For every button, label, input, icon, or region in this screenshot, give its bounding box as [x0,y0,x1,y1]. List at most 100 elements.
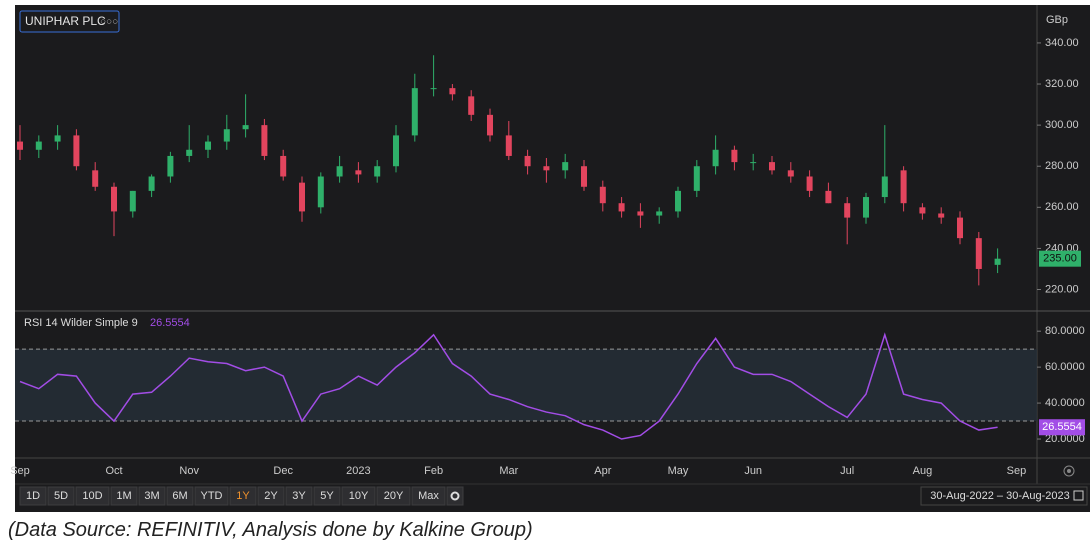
chart-title: UNIPHAR PLC [25,14,106,28]
range-button[interactable] [19,486,47,506]
settings-icon[interactable] [1063,465,1075,477]
candle-body [73,135,80,167]
x-tick-label: Apr [594,465,611,477]
title-box[interactable] [19,10,120,33]
date-range-box[interactable] [920,486,1088,506]
range-button-label: 5Y [320,490,334,502]
range-button-label: 10D [82,490,102,502]
range-button[interactable] [75,486,110,506]
candle-body [186,149,193,156]
x-tick-label: Mar [499,465,518,477]
candle-body [562,162,569,171]
candle-body [637,211,644,216]
candle-body [769,162,775,171]
x-tick-label: Jun [744,465,762,477]
candle-body [938,213,945,218]
y-tick-label: 60.0000 [1045,361,1085,373]
chart: UNIPHAR PLC ○○○ GBp RSI 14 Wilder Simple… [10,5,1090,512]
last-price-tag [1039,250,1081,267]
y-tick-label: 260.00 [1045,201,1079,213]
candle-body [411,88,418,136]
caption: (Data Source: REFINITIV, Analysis done b… [8,519,533,541]
candle-body [675,190,681,212]
candle-body [299,182,305,212]
x-tick-label: 2023 [346,465,370,477]
range-button[interactable] [138,486,166,506]
y-tick-label: 80.0000 [1045,325,1085,337]
y-tick-label: 320.00 [1045,78,1079,90]
range-button[interactable] [376,486,411,506]
candle-body [543,166,550,171]
range-button-label: Max [418,490,439,502]
settings-glyph [450,491,460,501]
candle-body [261,125,268,156]
range-button[interactable] [47,486,75,506]
x-tick-label: Dec [273,465,293,477]
candle-body [994,258,1001,265]
range-button-label: 3Y [292,490,306,502]
title-menu[interactable]: ○○○ [100,17,118,28]
last-value-tag [1039,419,1085,436]
candle-body [731,149,738,163]
range-button[interactable] [285,486,313,506]
candle-body [449,88,456,95]
x-tick-label: Jul [840,465,854,477]
candle-body [581,166,587,187]
y-tick-label: 340.00 [1045,37,1079,49]
chart-background [15,5,1090,512]
candle-body [599,186,606,204]
date-range: 30-Aug-2022 – 30-Aug-2023 [930,490,1069,502]
x-tick-label: Oct [105,465,122,477]
range-button-label: 10Y [349,490,369,502]
candle-body [355,170,362,175]
candle-body [374,166,381,177]
rsi-line [19,332,998,440]
candle-body [881,176,888,198]
range-button[interactable] [194,486,229,506]
range-button[interactable] [257,486,285,506]
settings-button[interactable] [446,486,464,506]
candle-body [524,155,531,167]
x-tick-label: Sep [10,465,30,477]
last-price-label: 235.00 [1043,253,1077,265]
candle-body [317,176,324,208]
y-tick-label: 40.0000 [1045,397,1085,409]
range-button[interactable] [110,486,138,506]
range-button[interactable] [313,486,341,506]
x-tick-label: Nov [179,465,199,477]
y-tick-label: 300.00 [1045,119,1079,131]
range-button-label: 1Y [236,490,250,502]
y-tick-label: 20.0000 [1045,433,1085,445]
candle-body [205,141,211,150]
candle-body [92,170,99,187]
range-button[interactable] [411,486,446,506]
candle-body [280,155,287,177]
y-tick-label: 280.00 [1045,160,1079,172]
level-band [15,349,1037,422]
candle-body [806,176,813,191]
candle-body [242,125,249,130]
range-button-label: YTD [201,490,223,502]
candle-body [957,217,963,239]
candle-body [35,141,42,150]
candle-body [919,207,926,214]
candle-body [505,135,512,156]
candle-body [487,114,493,136]
range-button[interactable] [229,486,257,506]
range-button-label: 20Y [384,490,404,502]
unit-label[interactable]: GBp [1046,14,1068,26]
candle-body [863,197,869,218]
x-tick-label: Feb [424,465,443,477]
candle-body [712,149,719,167]
range-button-label: 3M [144,490,159,502]
candle-body [656,211,663,216]
range-button[interactable] [341,486,376,506]
calendar-icon [1073,490,1084,501]
y-tick-label: 220.00 [1045,283,1079,295]
x-tick-label: Sep [1007,465,1027,477]
range-button[interactable] [166,486,194,506]
candle-body [844,203,851,218]
candle-body [336,166,343,177]
candle-body [393,135,399,167]
candle-body [430,88,437,90]
